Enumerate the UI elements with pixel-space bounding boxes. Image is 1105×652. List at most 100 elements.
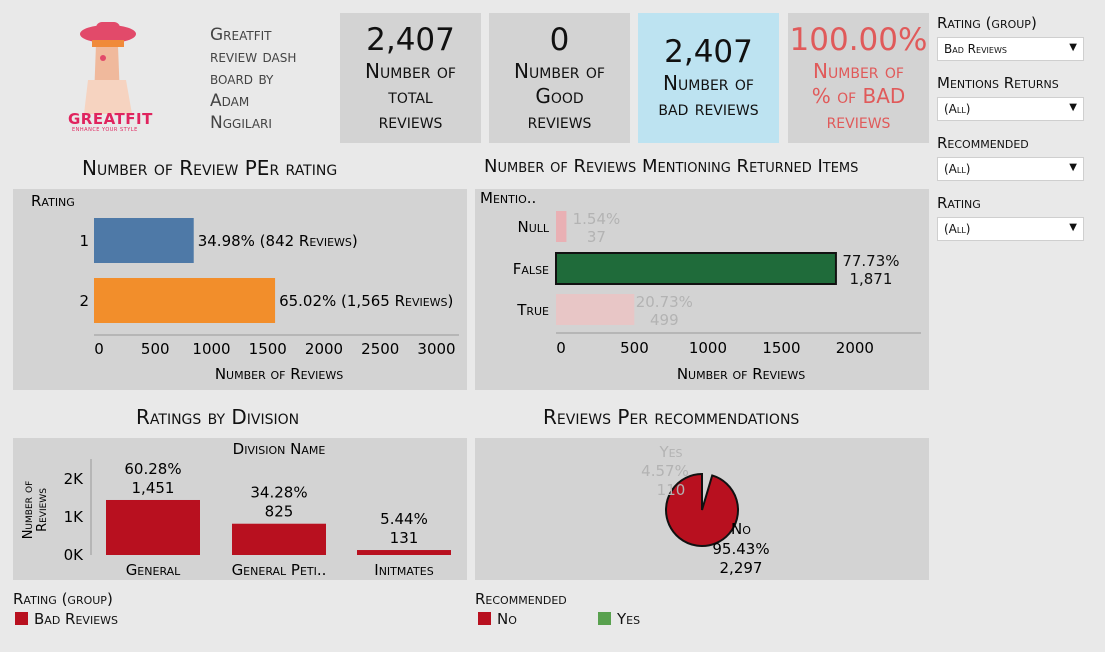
category-label: True (516, 301, 549, 319)
legend-swatch (598, 612, 611, 625)
data-label-pct: 60.28% (124, 460, 181, 478)
returns-bar-chart: Mentio.. Null 1.54%37 False 77.73%1,871 True 2… (480, 189, 921, 383)
y-tick-label: 0K (64, 546, 85, 564)
division-chart-panel: Division Name Number ofReviews 0K 1K 2K 60.28… (13, 438, 467, 580)
y-axis-label-line: Reviews (35, 488, 50, 532)
chevron-down-icon: ▼ (1069, 102, 1077, 113)
data-label-count: 499 (650, 311, 679, 329)
kpi-label: Number of total reviews (365, 59, 456, 133)
x-tick-label: 1000 (689, 339, 727, 357)
y-tick-label: 1K (64, 508, 85, 526)
data-label-count: 825 (265, 503, 294, 521)
kpi-value: 100.00% (789, 22, 928, 58)
x-tick-label: 500 (620, 339, 649, 357)
x-tick-label: 1500 (249, 340, 287, 358)
kpi-label: Number of bad reviews (658, 71, 759, 120)
division-bar-chart: Division Name Number ofReviews 0K 1K 2K 60.28… (21, 440, 451, 579)
filter-dropdown-mentions-returns[interactable]: (All) ▼ (937, 97, 1084, 121)
bar-True (556, 294, 635, 325)
x-axis-label: Number of Reviews (677, 365, 805, 383)
bar-Null (556, 211, 567, 242)
filter-dropdown-recommended[interactable]: (All) ▼ (937, 157, 1084, 181)
category-label: Null (517, 218, 549, 236)
x-tick-label: 2000 (305, 340, 343, 358)
kpi-value: 2,407 (664, 34, 753, 70)
bar-Initmates (357, 550, 451, 555)
kpi-label: Number of % of BAD reviews (811, 59, 906, 133)
brand-logo: GREATFIT ENHANCE YOUR STYLE (60, 18, 170, 136)
data-label-count: 131 (390, 529, 419, 547)
pie-label-yes-name: Yes (658, 443, 682, 461)
dashboard-title: Greatfit review dash board by Adam Nggil… (210, 25, 297, 133)
data-label-count: 37 (587, 228, 606, 246)
data-label: 34.98% (842 Reviews) (198, 232, 358, 250)
rating-bar-chart: Rating 1 34.98% (842 Reviews) 2 65.02% (1,56… (31, 192, 459, 383)
category-label: False (513, 260, 549, 278)
logo-illustration (80, 22, 136, 114)
data-label-pct: 77.73% (842, 252, 899, 270)
filter-label-recommended: Recommended (937, 134, 1029, 152)
filter-dropdown-rating[interactable]: (All) ▼ (937, 217, 1084, 241)
legend-title-recommended: Recommended (475, 590, 567, 608)
x-axis-label: Number of Reviews (215, 365, 343, 383)
y-axis-label: Number ofReviews (21, 481, 50, 540)
x-tick-label: 2500 (361, 340, 399, 358)
kpi-bad-reviews: 2,407 Number of bad reviews (638, 13, 779, 143)
data-label-pct: 1.54% (573, 210, 621, 228)
kpi-label: Number of Good reviews (514, 59, 605, 133)
kpi-pct-bad-reviews: 100.00% Number of % of BAD reviews (788, 13, 929, 143)
category-header: Mentio.. (480, 189, 536, 207)
legend-item-no[interactable]: No (478, 610, 517, 628)
kpi-value: 0 (549, 22, 570, 58)
legend-title-rating-group: Rating (group) (13, 590, 113, 608)
x-tick-label: 500 (141, 340, 170, 358)
filter-label-rating-group: Rating (group) (937, 14, 1037, 32)
bar-False (555, 252, 837, 285)
pie-label-no-name: No (731, 520, 751, 538)
y-axis-label-line: Number of (21, 481, 36, 540)
pie-label-no-pct: 95.43% (712, 540, 769, 558)
filter-label-rating: Rating (937, 194, 981, 212)
bar-General Peti.. (232, 523, 326, 555)
chart-title-recommend: Reviews Per recommendations (543, 405, 800, 429)
logo-tagline: ENHANCE YOUR STYLE (72, 127, 138, 133)
pie-label-no-count: 2,297 (720, 559, 763, 577)
kpi-good-reviews: 0 Number of Good reviews (489, 13, 630, 143)
category-label: General (126, 561, 181, 579)
category-header: Rating (31, 192, 75, 210)
data-label-pct: 20.73% (636, 293, 693, 311)
chart-title-division: Ratings by Division (136, 405, 300, 429)
x-tick-label: 0 (556, 339, 566, 357)
recommend-chart-panel: Yes 4.57% 110 No 95.43% 2,297 (475, 438, 929, 580)
bar-1 (94, 218, 194, 263)
kpi-value: 2,407 (366, 22, 455, 58)
category-header: Division Name (233, 440, 326, 458)
legend-swatch (478, 612, 491, 625)
pie-label-yes-pct: 4.57% (641, 462, 689, 480)
category-label: 1 (79, 232, 89, 250)
pie-slice-no (665, 472, 739, 547)
category-label: Initmates (374, 561, 433, 579)
category-label: 2 (79, 292, 89, 310)
x-tick-label: 2000 (836, 339, 874, 357)
bar-2 (94, 278, 276, 323)
chevron-down-icon: ▼ (1069, 162, 1077, 173)
legend-item-yes[interactable]: Yes (598, 610, 640, 628)
rating-chart-panel: Rating 1 34.98% (842 Reviews) 2 65.02% (1,56… (13, 189, 467, 390)
logo-text: GREATFIT (68, 110, 153, 128)
returns-chart-panel: Mentio.. Null 1.54% 37 False 77.73% 1,871 True 2… (475, 189, 929, 390)
filter-dropdown-rating-group[interactable]: Bad Reviews ▼ (937, 37, 1084, 61)
legend-item-bad-reviews[interactable]: Bad Reviews (15, 610, 118, 628)
data-label: 65.02% (1,565 Reviews) (279, 292, 453, 310)
y-tick-label: 2K (64, 470, 85, 488)
data-label-pct: 5.44% (380, 510, 428, 528)
chevron-down-icon: ▼ (1069, 42, 1077, 53)
filter-label-mentions-returns: Mentions Returns (937, 74, 1059, 92)
data-label-pct: 34.28% (250, 484, 307, 502)
chevron-down-icon: ▼ (1069, 222, 1077, 233)
chart-title-rating: Number of Review PEr rating (82, 156, 338, 180)
data-label-count: 1,871 (849, 270, 892, 288)
x-tick-label: 1000 (192, 340, 230, 358)
data-label-count: 1,451 (132, 479, 175, 497)
